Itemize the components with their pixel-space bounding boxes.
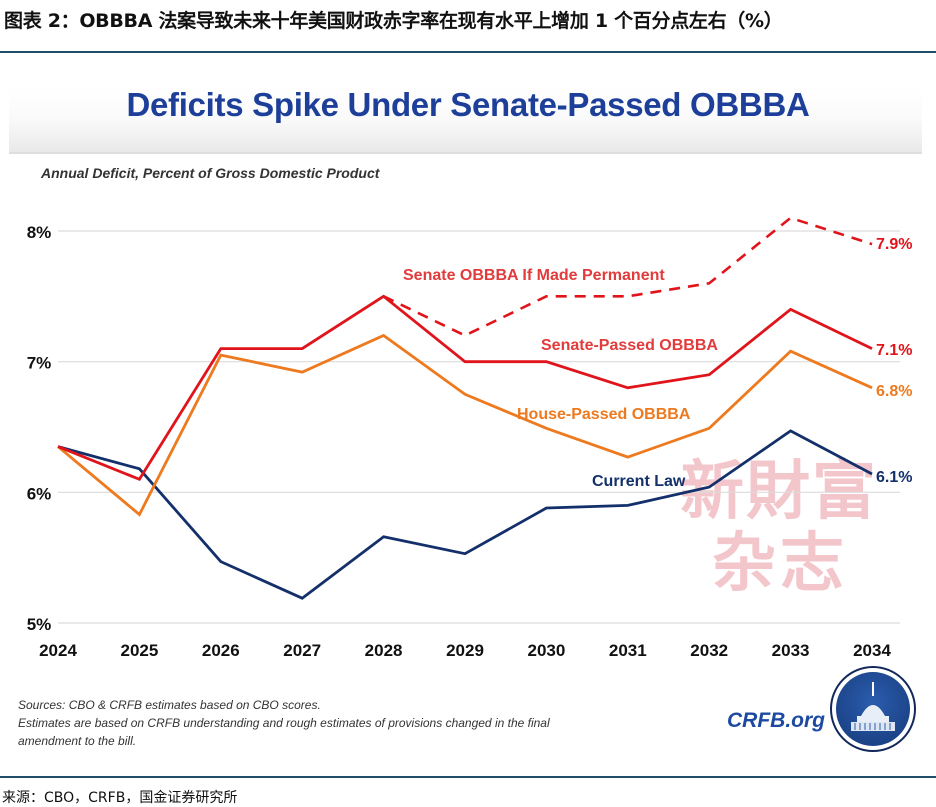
series-labels: 6.1% 6.8% 7.1% 7.9% Senate OBBBA If Made Per… — [403, 236, 912, 490]
chart-notes: Sources: CBO & CRFB estimates based on C… — [18, 696, 550, 750]
x-tick-label: 2025 — [120, 641, 158, 660]
x-tick-label: 2028 — [365, 641, 403, 660]
series-label: Current Law — [592, 473, 686, 490]
series-label: House-Passed OBBBA — [517, 406, 691, 423]
watermark-line1: 新財富 — [680, 454, 878, 529]
end-value-label: 6.1% — [876, 469, 912, 486]
x-tick-label: 2032 — [690, 641, 728, 660]
series-line-senate-passed-obbba — [57, 294, 873, 482]
crfb-link[interactable]: CRFB.org — [727, 709, 825, 732]
series-lines — [57, 216, 873, 600]
end-value-label: 6.8% — [876, 383, 912, 400]
line-chart: 5% 6% 7% 8% 2024 2025 2026 2027 2028 2029 2030 203… — [27, 216, 912, 660]
chart-subtitle: Annual Deficit, Percent of Gross Domesti… — [41, 165, 380, 181]
x-tick-label: 2027 — [283, 641, 321, 660]
y-axis-ticks: 5% 6% 7% 8% — [27, 223, 52, 634]
end-value-label: 7.9% — [876, 236, 912, 253]
x-axis-ticks: 2024 2025 2026 2027 2028 2029 2030 2031 2032 2033… — [39, 641, 891, 660]
crfb-capitol-logo-icon — [830, 666, 916, 752]
x-tick-label: 2024 — [39, 641, 77, 660]
y-tick-label: 8% — [27, 223, 52, 242]
x-tick-label: 2031 — [609, 641, 647, 660]
top-divider — [0, 51, 936, 53]
series-line-current-law — [57, 429, 873, 600]
notes-line-3: amendment to the bill. — [18, 734, 137, 748]
end-value-label: 7.1% — [876, 342, 912, 359]
chart-title: Deficits Spike Under Senate-Passed OBBBA — [126, 86, 810, 123]
series-label: Senate OBBBA If Made Permanent — [403, 267, 665, 284]
figure-title: 图表 2：OBBBA 法案导致未来十年美国财政赤字率在现有水平上增加 1 个百分… — [4, 10, 783, 32]
x-tick-label: 2029 — [446, 641, 484, 660]
x-tick-label: 2026 — [202, 641, 240, 660]
notes-line-1: Sources: CBO & CRFB estimates based on C… — [18, 698, 321, 712]
x-tick-label: 2034 — [853, 641, 891, 660]
y-tick-label: 7% — [27, 354, 52, 373]
series-label: Senate-Passed OBBBA — [541, 337, 718, 354]
notes-line-2: Estimates are based on CRFB understandin… — [18, 716, 550, 730]
capitol-dome-icon — [851, 682, 895, 731]
figure-source: 来源：CBO，CRFB，国金证券研究所 — [2, 790, 238, 806]
x-tick-label: 2030 — [527, 641, 565, 660]
title-banner — [9, 86, 922, 154]
x-tick-label: 2033 — [772, 641, 810, 660]
bottom-divider — [0, 776, 936, 778]
y-tick-label: 5% — [27, 615, 52, 634]
watermark-line2: 杂志 — [712, 526, 848, 601]
y-tick-label: 6% — [27, 484, 52, 503]
